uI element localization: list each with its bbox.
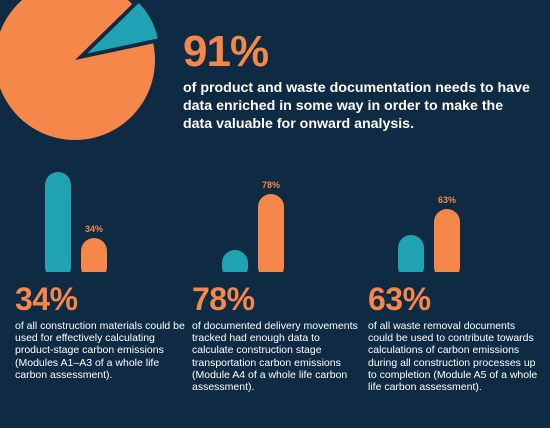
stat-percent: 63% <box>368 281 431 317</box>
stat-percent: 78% <box>192 281 255 317</box>
stat-description: of all construction materials could be u… <box>15 320 185 381</box>
bar-teal <box>45 172 71 280</box>
bar-baseline-mask <box>368 272 543 280</box>
stat-panel-materials: 34% 34% of all construction materials co… <box>15 150 190 428</box>
bar-teal <box>398 235 424 280</box>
bar-orange <box>434 209 460 280</box>
stat-description: of all waste removal documents could be … <box>368 320 538 394</box>
stat-panel-deliveries: 78% 78% of documented delivery movements… <box>192 150 367 428</box>
stat-percent: 34% <box>15 281 78 317</box>
bar-data-label: 34% <box>85 224 103 234</box>
headline-percent: 91% <box>183 27 269 76</box>
bar-chart-deliveries: 78% <box>192 180 367 280</box>
stat-panel-waste: 63% 63% of all waste removal documents c… <box>368 150 543 428</box>
stat-description: of documented delivery movements tracked… <box>192 320 358 394</box>
pie-chart-91 <box>0 0 158 140</box>
bar-chart-materials: 34% <box>15 172 190 280</box>
headline-description: of product and waste documentation needs… <box>183 80 530 132</box>
bar-data-label: 78% <box>262 180 280 190</box>
bar-chart-waste: 63% <box>368 195 543 280</box>
bar-orange <box>258 194 284 280</box>
pie-slice-remainder <box>87 3 158 54</box>
bar-orange <box>81 238 107 280</box>
pie-slice-main <box>0 0 155 140</box>
bar-baseline-mask <box>15 272 190 280</box>
bar-data-label: 63% <box>438 195 456 205</box>
bar-baseline-mask <box>192 272 367 280</box>
